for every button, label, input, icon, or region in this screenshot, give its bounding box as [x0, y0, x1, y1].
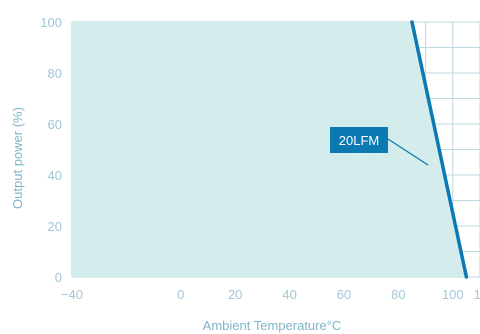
series-callout: 20LFM [330, 127, 429, 166]
y-tick-label: 80 [48, 66, 62, 81]
series-line-20lfm [410, 20, 469, 279]
x-tick-label: 110 [474, 287, 480, 302]
y-tick-label: 40 [48, 168, 62, 183]
series-label-box [330, 127, 388, 153]
x-tick-label: 40 [282, 287, 296, 302]
series-label-text: 20LFM [339, 133, 379, 148]
safe-operating-area [72, 22, 467, 277]
y-tick-label: 60 [48, 117, 62, 132]
y-tick-label: 20 [48, 219, 62, 234]
x-tick-label: 20 [228, 287, 242, 302]
series-lines [410, 20, 469, 279]
y-tick-label: 100 [40, 15, 62, 30]
area-fill [72, 22, 467, 277]
x-axis-label: Ambient Temperature°C [203, 318, 342, 333]
y-axis-label: Output power (%) [10, 107, 25, 209]
y-axis-ticks: 0 20 40 60 80 100 [40, 15, 62, 285]
x-tick-label: 60 [337, 287, 351, 302]
x-tick-label: 0 [177, 287, 184, 302]
x-tick-label: 80 [391, 287, 405, 302]
y-tick-label: 0 [55, 270, 62, 285]
x-tick-label: 100 [442, 287, 464, 302]
x-tick-label: −40 [61, 287, 83, 302]
x-axis-ticks: −40 0 20 40 60 80 100 110 [61, 287, 480, 302]
series-label-leader [387, 138, 429, 166]
